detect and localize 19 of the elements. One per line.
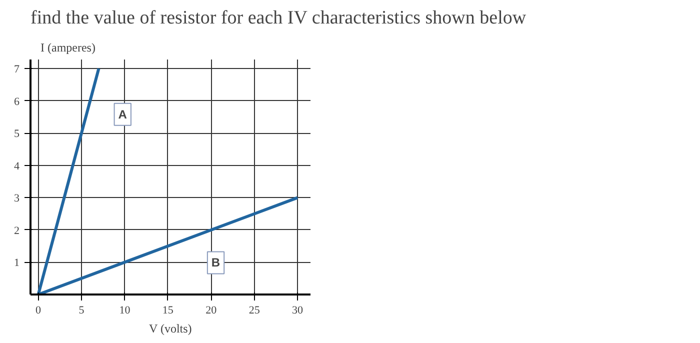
y-tick-label: 2 bbox=[14, 224, 20, 237]
y-tick-label: 5 bbox=[14, 128, 20, 140]
x-tick-label: 10 bbox=[119, 304, 131, 316]
y-tick-label: 7 bbox=[14, 64, 20, 76]
x-axis-title: V (volts) bbox=[149, 322, 192, 336]
x-tick-label: 20 bbox=[206, 304, 218, 316]
y-tick-label: 4 bbox=[14, 160, 20, 172]
y-tick-label: 1 bbox=[14, 257, 20, 270]
y-tick-label: 3 bbox=[14, 192, 20, 205]
x-tick-label: 5 bbox=[78, 304, 85, 316]
y-axis-title: I (amperes) bbox=[40, 40, 96, 54]
x-tick-label: 25 bbox=[248, 304, 260, 316]
y-tick-label: 6 bbox=[14, 96, 20, 108]
chart-title: find the value of resistor for each IV characteristics shown below bbox=[30, 8, 526, 28]
text: B bbox=[211, 256, 220, 270]
text: A bbox=[118, 107, 128, 122]
x-tick-label: 15 bbox=[162, 304, 174, 316]
x-tick-label: 30 bbox=[292, 304, 304, 316]
x-tick-label: 0 bbox=[36, 304, 42, 316]
